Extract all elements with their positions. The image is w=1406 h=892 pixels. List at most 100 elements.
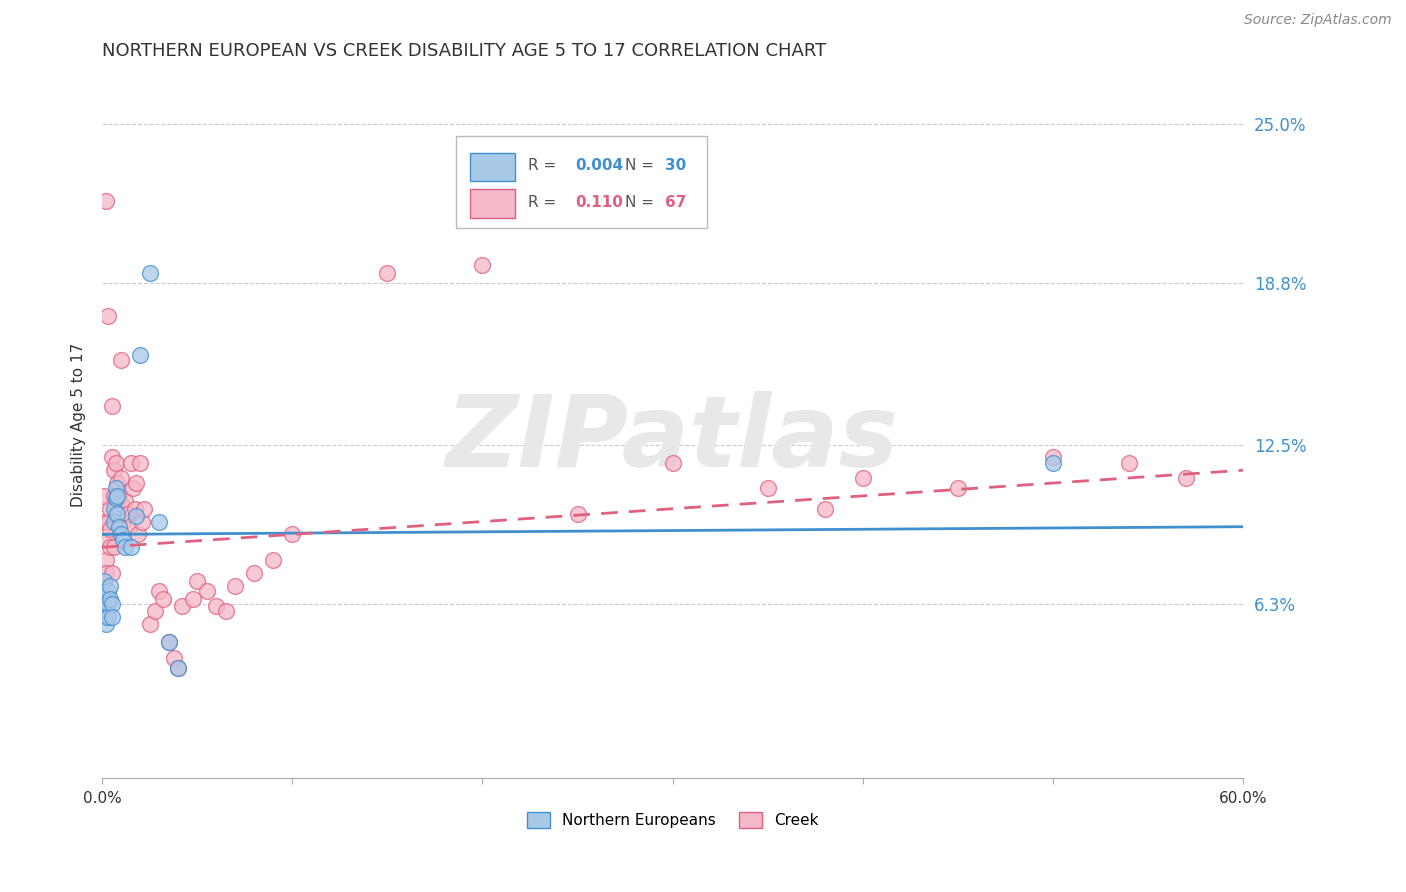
FancyBboxPatch shape xyxy=(456,136,707,227)
Point xyxy=(110,527,132,541)
Point xyxy=(107,507,129,521)
Point xyxy=(139,617,162,632)
Point xyxy=(471,258,494,272)
Point xyxy=(100,566,122,580)
Point xyxy=(107,501,129,516)
Point xyxy=(104,481,127,495)
Point xyxy=(1042,450,1064,465)
Point xyxy=(108,519,131,533)
Point xyxy=(129,456,152,470)
Point xyxy=(94,566,117,580)
Point xyxy=(98,522,121,536)
Point xyxy=(94,617,117,632)
Text: 30: 30 xyxy=(665,158,686,173)
FancyBboxPatch shape xyxy=(470,153,515,181)
Point xyxy=(148,515,170,529)
Text: 0.110: 0.110 xyxy=(575,194,623,210)
Text: 67: 67 xyxy=(665,194,686,210)
Point xyxy=(124,501,146,516)
Point xyxy=(97,533,120,547)
Point xyxy=(121,481,143,495)
Text: R =: R = xyxy=(527,194,555,210)
Point xyxy=(104,491,127,506)
Legend: Northern Europeans, Creek: Northern Europeans, Creek xyxy=(520,805,824,834)
Y-axis label: Disability Age 5 to 17: Disability Age 5 to 17 xyxy=(72,343,86,508)
Point xyxy=(103,463,125,477)
Point xyxy=(107,476,129,491)
Point xyxy=(152,591,174,606)
Point xyxy=(195,583,218,598)
Point xyxy=(852,471,875,485)
Point xyxy=(262,553,284,567)
Point xyxy=(110,497,132,511)
Point xyxy=(103,515,125,529)
Point xyxy=(98,501,121,516)
Point xyxy=(94,609,117,624)
Point xyxy=(98,540,121,554)
Point xyxy=(93,574,115,588)
Point xyxy=(131,515,153,529)
Point xyxy=(1118,456,1140,470)
Point xyxy=(567,507,589,521)
Point xyxy=(125,509,148,524)
Point xyxy=(104,456,127,470)
Point xyxy=(148,583,170,598)
Point xyxy=(661,456,683,470)
Point xyxy=(243,566,266,580)
Point xyxy=(100,399,122,413)
Point xyxy=(104,507,127,521)
Point xyxy=(139,266,162,280)
Point xyxy=(814,501,837,516)
Point xyxy=(183,591,205,606)
FancyBboxPatch shape xyxy=(470,189,515,218)
Text: N =: N = xyxy=(624,194,654,210)
Point xyxy=(100,450,122,465)
Point xyxy=(97,591,120,606)
Point xyxy=(281,527,304,541)
Text: ZIPatlas: ZIPatlas xyxy=(446,391,898,488)
Point xyxy=(377,266,399,280)
Text: N =: N = xyxy=(624,158,654,173)
Point xyxy=(946,481,969,495)
Point xyxy=(224,579,246,593)
Point xyxy=(756,481,779,495)
Point xyxy=(98,591,121,606)
Point xyxy=(129,348,152,362)
Point xyxy=(127,527,149,541)
Point xyxy=(157,635,180,649)
Point xyxy=(186,574,208,588)
Point xyxy=(167,661,190,675)
Point xyxy=(163,650,186,665)
Point xyxy=(93,591,115,606)
Point xyxy=(103,501,125,516)
Point xyxy=(112,533,135,547)
Text: R =: R = xyxy=(527,158,555,173)
Point xyxy=(103,540,125,554)
Point xyxy=(93,515,115,529)
Point xyxy=(97,583,120,598)
Point xyxy=(97,310,120,324)
Point xyxy=(93,489,115,503)
Point xyxy=(100,597,122,611)
Point xyxy=(170,599,193,614)
Point xyxy=(103,489,125,503)
Point xyxy=(145,604,167,618)
Point xyxy=(1174,471,1197,485)
Point xyxy=(118,519,141,533)
Point xyxy=(94,553,117,567)
Point xyxy=(97,609,120,624)
Point xyxy=(108,489,131,503)
Point xyxy=(120,456,142,470)
Point xyxy=(125,476,148,491)
Point xyxy=(112,515,135,529)
Point xyxy=(132,501,155,516)
Text: NORTHERN EUROPEAN VS CREEK DISABILITY AGE 5 TO 17 CORRELATION CHART: NORTHERN EUROPEAN VS CREEK DISABILITY AG… xyxy=(103,42,827,60)
Point xyxy=(114,494,136,508)
Point xyxy=(94,194,117,208)
Point xyxy=(157,635,180,649)
Point xyxy=(107,489,129,503)
Point xyxy=(167,661,190,675)
Point xyxy=(97,515,120,529)
Point xyxy=(205,599,228,614)
Point xyxy=(110,471,132,485)
